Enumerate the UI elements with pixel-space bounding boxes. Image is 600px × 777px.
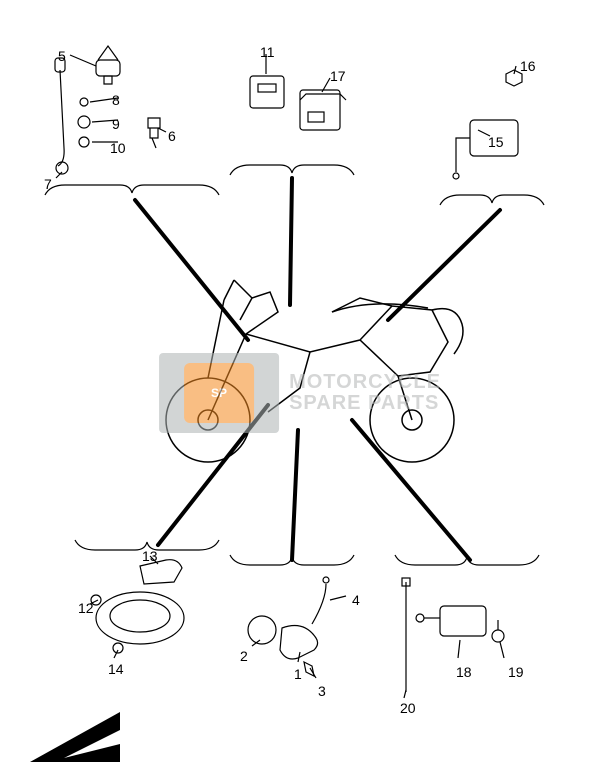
diagram-stage: 1234567891011121314151617181920 SP MOTOR… [0,0,600,777]
callout-6: 6 [168,128,176,144]
callout-4: 4 [352,592,360,608]
callout-7: 7 [44,176,52,192]
callout-18: 18 [456,664,472,680]
group-bottom-right [402,578,504,698]
callout-10: 10 [110,140,126,156]
callout-20: 20 [400,700,416,716]
orientation-arrow-icon [30,712,120,762]
group-bottom-center [248,577,346,678]
callout-14: 14 [108,661,124,677]
callout-15: 15 [488,134,504,150]
group-top-right [453,66,522,179]
motorcycle-outline [166,280,463,462]
callout-16: 16 [520,58,536,74]
group-top-left [55,46,166,178]
callout-9: 9 [112,116,120,132]
callout-11: 11 [260,44,275,60]
callout-19: 19 [508,664,524,680]
callout-1: 1 [294,666,302,682]
parts-diagram-svg [0,0,600,777]
callout-5: 5 [58,48,66,64]
callout-13: 13 [142,548,158,564]
group-bottom-left [90,556,184,658]
callout-3: 3 [318,683,326,699]
callout-17: 17 [330,68,346,84]
group-top-center [250,54,346,130]
callout-2: 2 [240,648,248,664]
callout-8: 8 [112,92,120,108]
callout-12: 12 [78,600,94,616]
